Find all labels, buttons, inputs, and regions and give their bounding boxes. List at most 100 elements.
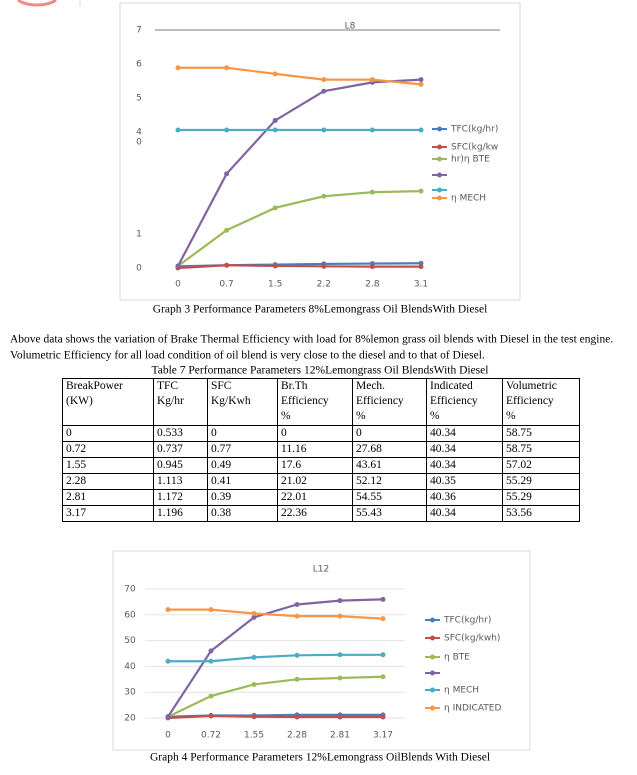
legend-label: SFC(kg/kwh) [444, 634, 500, 644]
point [294, 676, 300, 682]
y-tick-label: 7 [136, 26, 142, 36]
legend-item [425, 670, 440, 676]
y-tick-label: 40 [124, 662, 136, 672]
series-line [178, 66, 422, 86]
cell: 1.172 [153, 489, 208, 506]
y-tick-label: 20 [124, 714, 136, 724]
legend-item: hr)η BTE [432, 155, 490, 165]
point [418, 77, 424, 83]
header-cell: SFC Kg/Kwh [207, 378, 278, 426]
cell: 0 [277, 425, 353, 442]
point [251, 681, 257, 687]
point [321, 77, 327, 83]
header-line: Efficiency [430, 395, 478, 407]
cell: 3.17 [62, 505, 154, 522]
point [380, 714, 386, 720]
chart-frame [112, 550, 531, 751]
cell: 1.196 [153, 505, 208, 522]
y-tick-label: 5 [136, 94, 142, 104]
point [251, 714, 257, 720]
point [208, 713, 214, 719]
point [208, 648, 214, 654]
header-cell: Indicated Efficiency% [426, 378, 503, 426]
row: 0.72 0.737 0.77 11.16 27.68 40.34 58.75 [62, 441, 580, 458]
cell: 1.113 [153, 473, 208, 490]
y-tick-label: 30 [124, 688, 136, 698]
header-line: Efficiency [356, 395, 404, 407]
legend-item [432, 172, 447, 178]
caption: Graph 4 Performance Parameters 12%Lemong… [150, 752, 490, 764]
header-cell: BreakPower (KW) [62, 378, 154, 426]
legend-marker [437, 144, 442, 150]
y-tick-label: 6 [136, 60, 142, 70]
legend-label: TFC(kg/hr) [443, 616, 491, 626]
chart-frame [119, 2, 521, 301]
point [294, 601, 300, 607]
point [165, 658, 171, 664]
x-tick-label: 3.1 [414, 280, 428, 290]
point [208, 607, 214, 613]
series-line [167, 675, 384, 718]
header-line: Volumetric [506, 380, 557, 392]
point [380, 652, 386, 658]
legend-item: TFC(kg/hr) [432, 125, 498, 135]
point [272, 263, 278, 269]
series-line [168, 653, 383, 663]
x-tick-label: 1.55 [244, 731, 264, 741]
point [165, 714, 171, 720]
header-cell: Volumetric Efficiency% [502, 378, 580, 426]
legend-marker [430, 635, 435, 641]
legend-item: η INDICATED [425, 704, 501, 713]
header-line: Kg/hr [157, 395, 184, 407]
legend-marker [437, 172, 442, 178]
header-line: % [281, 410, 291, 422]
x-tick-label: 2.2 [317, 280, 331, 290]
point [337, 714, 343, 720]
y-tick-label: 4 [136, 128, 142, 138]
cell: 40.35 [426, 473, 503, 490]
cell: 27.68 [352, 441, 427, 458]
point [337, 598, 343, 604]
point [369, 127, 375, 133]
x-tick-label: 0 [175, 280, 181, 290]
x-tick-label: 0.7 [219, 280, 233, 290]
cell: 40.34 [426, 505, 503, 522]
y-tick-label: 1 [136, 230, 142, 240]
cell: 0 [62, 425, 154, 442]
row: 2.28 1.113 0.41 21.02 52.12 40.35 55.29 [62, 473, 580, 490]
paragraph-line: Above data shows the variation of Brake … [10, 334, 613, 346]
series-line [177, 264, 421, 270]
header-line: BreakPower [66, 380, 123, 392]
point [175, 65, 181, 71]
table: BreakPower (KW) TFC Kg/hr SFC Kg/Kwh Br.Th Effi… [62, 378, 580, 522]
legend-item [432, 187, 447, 193]
chart-title: L8 [345, 22, 356, 32]
point [418, 81, 424, 87]
cell: 57.02 [502, 457, 580, 474]
legend-marker [437, 156, 442, 162]
cell: 58.75 [502, 441, 580, 458]
row: 3.17 1.196 0.38 22.36 55.43 40.34 53.56 [62, 505, 580, 522]
header-line: Kg/Kwh [211, 395, 251, 407]
cell: 0.945 [153, 457, 208, 474]
legend-marker [437, 126, 442, 132]
cell: 0.533 [153, 425, 208, 442]
cell: 55.29 [502, 473, 580, 490]
point [380, 616, 386, 622]
point [208, 658, 214, 664]
cell: 53.56 [502, 505, 580, 522]
cell: 0 [352, 425, 427, 442]
point [418, 127, 424, 133]
point [369, 264, 375, 270]
x-tick-label: 2.81 [330, 731, 350, 741]
x-tick-label: 0 [165, 731, 171, 741]
header-line: Efficiency [506, 395, 554, 407]
cell: 58.75 [502, 425, 580, 442]
cell: 17.6 [277, 457, 353, 474]
point [165, 607, 171, 613]
series-line [167, 714, 383, 720]
point [321, 127, 327, 133]
legend-marker [430, 687, 435, 693]
legend-item: TFC(kg/hr) [425, 616, 491, 626]
cell: 43.61 [352, 457, 427, 474]
